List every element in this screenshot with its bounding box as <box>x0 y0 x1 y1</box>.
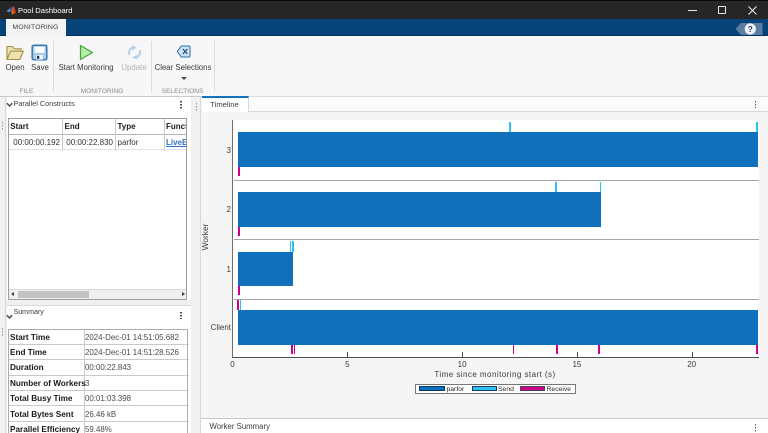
svg-text:?: ? <box>747 24 752 33</box>
